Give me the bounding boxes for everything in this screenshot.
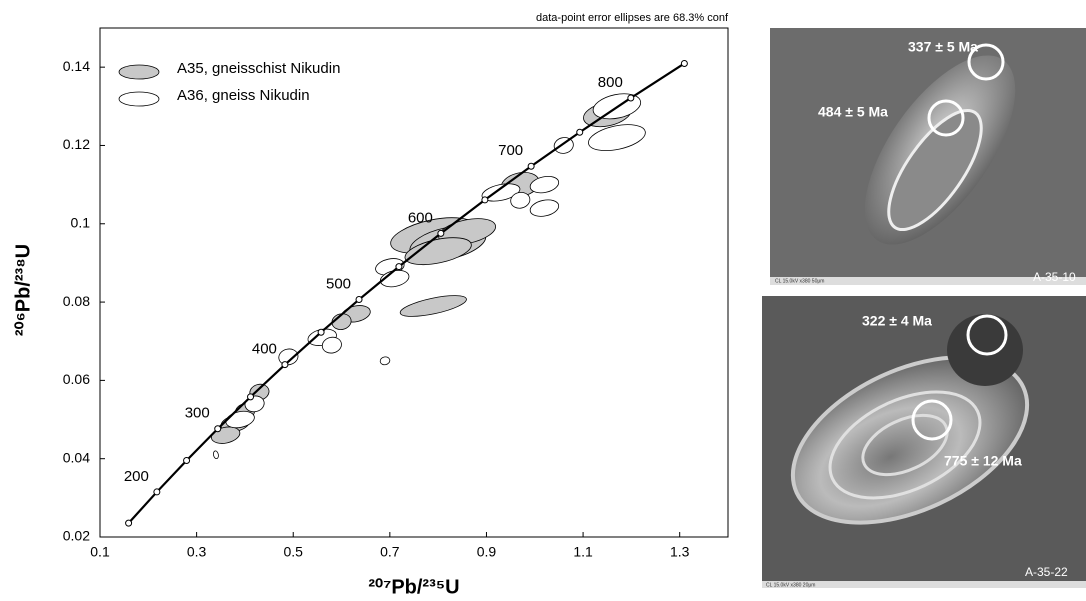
cl-image-2 xyxy=(762,296,1086,588)
legend-label: A35, gneisschist Nikudin xyxy=(177,60,340,77)
x-axis-label: ²⁰⁷Pb/²³⁵U xyxy=(368,576,459,598)
age-label: 500 xyxy=(326,276,351,293)
concordia-point xyxy=(627,94,635,102)
error-ellipse xyxy=(278,348,299,366)
concordia-point xyxy=(527,162,535,170)
x-tick-label: 0.3 xyxy=(187,544,207,560)
concordia-point xyxy=(395,263,403,271)
scale-bar: CL 15.0kV x380 20μm xyxy=(766,582,815,588)
y-axis-label: ²⁰⁶Pb/²³⁸U xyxy=(12,244,34,336)
age-label: 600 xyxy=(408,209,433,226)
legend-label: A36, gneiss Nikudin xyxy=(177,87,310,104)
concordia-point xyxy=(183,456,191,464)
x-tick-label: 0.7 xyxy=(380,544,400,560)
concordia-point xyxy=(437,229,445,237)
error-ellipse xyxy=(588,124,646,152)
legend-symbol xyxy=(118,64,160,80)
age-label: 200 xyxy=(124,468,149,485)
concordia-point xyxy=(281,361,289,369)
error-ellipse xyxy=(379,356,391,366)
y-tick-label: 0.12 xyxy=(63,136,90,152)
sample-id: A-35-22 xyxy=(1025,565,1068,579)
age-label: 400 xyxy=(252,341,277,358)
concordia-point xyxy=(481,196,489,204)
error-ellipse xyxy=(529,175,560,194)
concordia-point xyxy=(125,519,133,527)
spot-age: 322 ± 4 Ma xyxy=(862,313,932,329)
error-ellipse xyxy=(404,237,472,266)
error-ellipse xyxy=(213,450,219,460)
error-ellipse xyxy=(399,295,467,317)
y-tick-label: 0.08 xyxy=(63,293,90,309)
legend-symbol xyxy=(118,91,160,107)
x-tick-label: 0.1 xyxy=(90,544,110,560)
age-label: 300 xyxy=(185,405,210,422)
error-ellipse xyxy=(510,191,531,209)
y-tick-label: 0.1 xyxy=(71,214,91,230)
y-tick-label: 0.06 xyxy=(63,371,90,387)
error-ellipse xyxy=(481,183,521,202)
concordia-point xyxy=(247,393,255,401)
concordia-point xyxy=(355,296,363,304)
concordia-point xyxy=(214,425,222,433)
concordia-point xyxy=(680,59,688,67)
age-label: 800 xyxy=(598,74,623,91)
x-tick-label: 0.5 xyxy=(283,544,303,560)
concordia-point xyxy=(153,488,161,496)
cl-image-1 xyxy=(770,28,1086,285)
concordia-point xyxy=(317,328,325,336)
y-tick-label: 0.14 xyxy=(63,58,90,74)
x-tick-label: 1.1 xyxy=(573,544,593,560)
error-ellipse xyxy=(529,199,560,217)
spot-age: 775 ± 12 Ma xyxy=(944,453,1022,469)
scale-bar: CL 15.0kV x380 50μm xyxy=(775,278,824,284)
spot-age: 484 ± 5 Ma xyxy=(818,104,888,120)
note: data-point error ellipses are 68.3% conf xyxy=(536,12,729,24)
y-tick-label: 0.04 xyxy=(63,449,90,465)
spot-age: 337 ± 5 Ma xyxy=(908,39,978,55)
y-tick-label: 0.02 xyxy=(63,528,90,544)
sample-id: A-35-10 xyxy=(1033,270,1076,284)
age-label: 700 xyxy=(498,142,523,159)
error-ellipse xyxy=(553,137,574,154)
error-ellipse xyxy=(321,336,342,354)
concordia-point xyxy=(576,128,584,136)
x-tick-label: 0.9 xyxy=(477,544,497,560)
x-tick-label: 1.3 xyxy=(670,544,690,560)
